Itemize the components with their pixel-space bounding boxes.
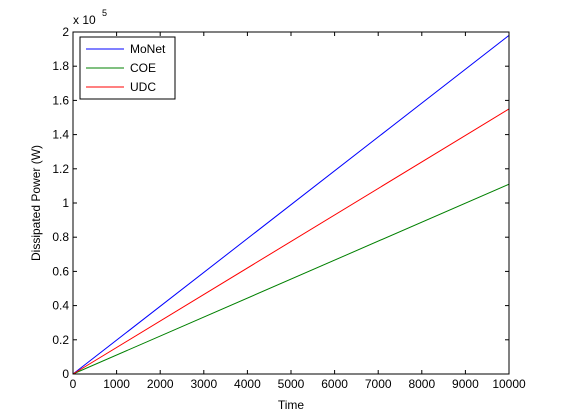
y-tick-label: 0: [62, 367, 69, 381]
y-axis-label: Dissipated Power (W): [29, 145, 43, 261]
y-tick-label: 1.6: [52, 93, 69, 107]
y-tick-label: 0.8: [52, 230, 69, 244]
y-tick-label: 1.2: [52, 162, 69, 176]
y-tick-label: 1.8: [52, 59, 69, 73]
y-multiplier-label: x 10: [73, 13, 96, 27]
x-tick-label: 6000: [321, 377, 348, 391]
y-tick-label: 0.2: [52, 333, 69, 347]
y-tick-label: 0.6: [52, 264, 69, 278]
x-tick-label: 4000: [234, 377, 261, 391]
y-tick-label: 0.4: [52, 299, 69, 313]
x-tick-label: 3000: [190, 377, 217, 391]
x-tick-label: 8000: [408, 377, 435, 391]
y-multiplier-exponent: 5: [102, 8, 107, 18]
legend-label-udc: UDC: [130, 80, 156, 94]
legend-label-monet: MoNet: [130, 42, 166, 56]
x-tick-label: 9000: [452, 377, 479, 391]
x-tick-label: 0: [70, 377, 77, 391]
x-tick-label: 1000: [103, 377, 130, 391]
series-line-coe: [72, 183, 510, 375]
series-line-udc: [72, 108, 510, 375]
ticks-layer: 0 1000 2000 3000 4000 5000 6000 7000 8000 9000 100…: [52, 25, 526, 391]
y-tick-label: 1: [62, 196, 69, 210]
legend-label-coe: COE: [130, 61, 156, 75]
x-tick-label: 2000: [147, 377, 174, 391]
y-tick-label: 1.4: [52, 128, 69, 142]
x-tick-label: 5000: [278, 377, 305, 391]
x-tick-label: 7000: [365, 377, 392, 391]
x-tick-label: 10000: [492, 377, 526, 391]
series-layer: [72, 35, 510, 375]
y-tick-label: 2: [62, 25, 69, 39]
series-line-monet: [72, 35, 510, 375]
legend: MoNet COE UDC: [79, 36, 176, 100]
x-axis-label: Time: [278, 398, 305, 412]
